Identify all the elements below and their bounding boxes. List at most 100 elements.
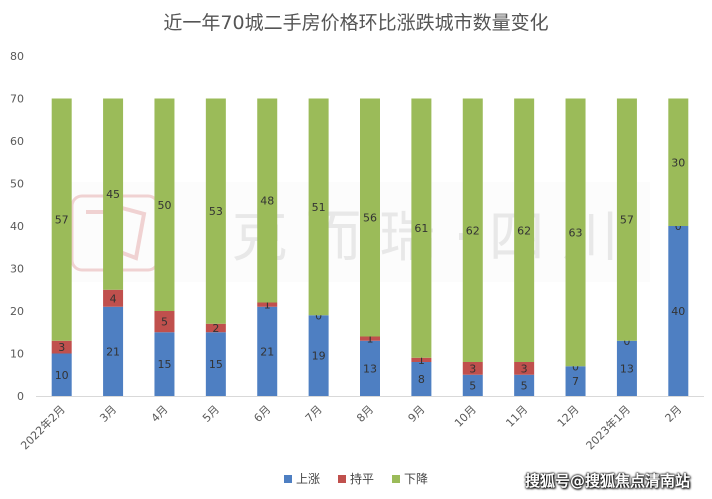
legend: 上涨 持平 下降 [0, 470, 712, 487]
x-tick-label: 6月 [251, 403, 273, 425]
bar-segment [308, 98, 329, 316]
x-tick-label: 2023年1月 [583, 402, 633, 452]
y-tick-label: 50 [10, 178, 24, 191]
data-label: 51 [312, 201, 326, 214]
data-label: 63 [569, 226, 583, 239]
data-label: 5 [161, 316, 168, 329]
data-label: 53 [209, 205, 223, 218]
x-tick-label: 7月 [303, 403, 325, 425]
bars: 1035721445155501525321148190511315681615… [51, 98, 689, 396]
legend-item-fall: 下降 [392, 470, 428, 487]
source-watermark: 搜狐号@搜狐焦点清南站 [525, 472, 691, 490]
bar-segment [51, 353, 72, 396]
data-label: 19 [312, 350, 326, 363]
data-label: 3 [521, 362, 528, 375]
bar-segment [205, 98, 226, 324]
bar-segment [103, 98, 124, 290]
data-label: 48 [260, 195, 274, 208]
data-label: 21 [106, 345, 120, 358]
data-label: 2 [212, 322, 219, 335]
data-label: 3 [469, 362, 476, 375]
bar-segment [154, 98, 175, 311]
bar-segment [411, 357, 432, 362]
bar-segment [668, 226, 689, 396]
x-tick-label: 9月 [406, 403, 428, 425]
data-label: 62 [466, 224, 480, 237]
bar-segment [514, 362, 535, 375]
x-axis: 2022年2月 3月 4月 5月 6月 7月 8月 9月 10月 11月 12月 2023年1月 2月 [18, 402, 685, 452]
y-tick-label: 0 [17, 390, 24, 403]
legend-swatch-fall [392, 474, 400, 483]
y-tick-label: 70 [10, 93, 24, 106]
bar-segment [565, 366, 586, 396]
watermark: 克 而 瑞 · 四 川 [60, 182, 650, 282]
legend-label-flat: 持平 [349, 472, 374, 486]
bar-segment [462, 362, 483, 375]
bar-segment [154, 332, 175, 396]
data-label: 1 [264, 299, 271, 312]
chart-title: 近一年70城二手房价格环比涨跌城市数量变化 [163, 12, 549, 34]
data-label: 5 [521, 379, 528, 392]
data-label: 4 [110, 292, 117, 305]
bar-segment [514, 98, 535, 362]
data-label: 10 [55, 369, 69, 382]
bar-segment [462, 374, 483, 396]
x-tick-label: 3月 [97, 403, 119, 425]
data-label: 15 [209, 358, 223, 371]
x-tick-label: 10月 [452, 403, 479, 430]
data-label: 0 [623, 335, 630, 348]
bar-segment [411, 98, 432, 358]
data-label: 7 [572, 375, 579, 388]
data-label: 1 [367, 333, 374, 346]
data-label: 0 [315, 309, 322, 322]
bar-segment [462, 98, 483, 362]
data-label: 13 [620, 362, 634, 375]
bar-segment [514, 374, 535, 396]
data-label: 57 [620, 214, 634, 227]
bar-segment [51, 98, 72, 341]
bar-segment [668, 98, 689, 226]
bar-segment [205, 323, 226, 333]
y-tick-label: 60 [10, 135, 24, 148]
legend-item-rise: 上涨 [283, 470, 320, 487]
bar-segment [154, 311, 175, 333]
legend-label-fall: 下降 [404, 472, 429, 486]
x-tick-label: 11月 [503, 403, 530, 430]
data-label: 3 [58, 341, 65, 354]
data-label: 8 [418, 373, 425, 386]
legend-item-flat: 持平 [337, 470, 374, 487]
data-label: 56 [363, 212, 377, 225]
data-label: 21 [260, 345, 274, 358]
x-tick-label: 2022年2月 [18, 402, 68, 452]
x-tick-label: 2月 [663, 403, 685, 425]
data-label: 1 [418, 354, 425, 367]
legend-label-rise: 上涨 [295, 472, 320, 486]
y-tick-label: 80 [10, 50, 24, 63]
data-label: 30 [671, 156, 685, 169]
legend-swatch-rise [283, 474, 292, 483]
y-tick-label: 20 [10, 305, 24, 318]
x-tick-label: 8月 [354, 403, 376, 425]
data-label: 0 [675, 220, 682, 233]
bar-segment [360, 336, 380, 341]
x-tick-label: 12月 [555, 403, 582, 430]
data-label: 5 [469, 379, 476, 392]
bar-segment [360, 340, 380, 396]
bar-segment [616, 340, 637, 396]
data-label: 0 [572, 360, 579, 373]
data-label: 15 [157, 358, 171, 371]
x-tick-label: 5月 [200, 403, 222, 425]
bar-segment [257, 98, 278, 303]
data-label: 62 [517, 224, 531, 237]
legend-swatch-flat [337, 474, 346, 483]
bar-segment [257, 302, 278, 307]
bar-segment [411, 362, 432, 396]
data-label: 61 [414, 222, 428, 235]
bar-segment [103, 306, 124, 396]
data-label: 13 [363, 362, 377, 375]
bar-segment [360, 98, 380, 337]
y-tick-label: 40 [10, 220, 24, 233]
bar-segment [205, 332, 226, 396]
